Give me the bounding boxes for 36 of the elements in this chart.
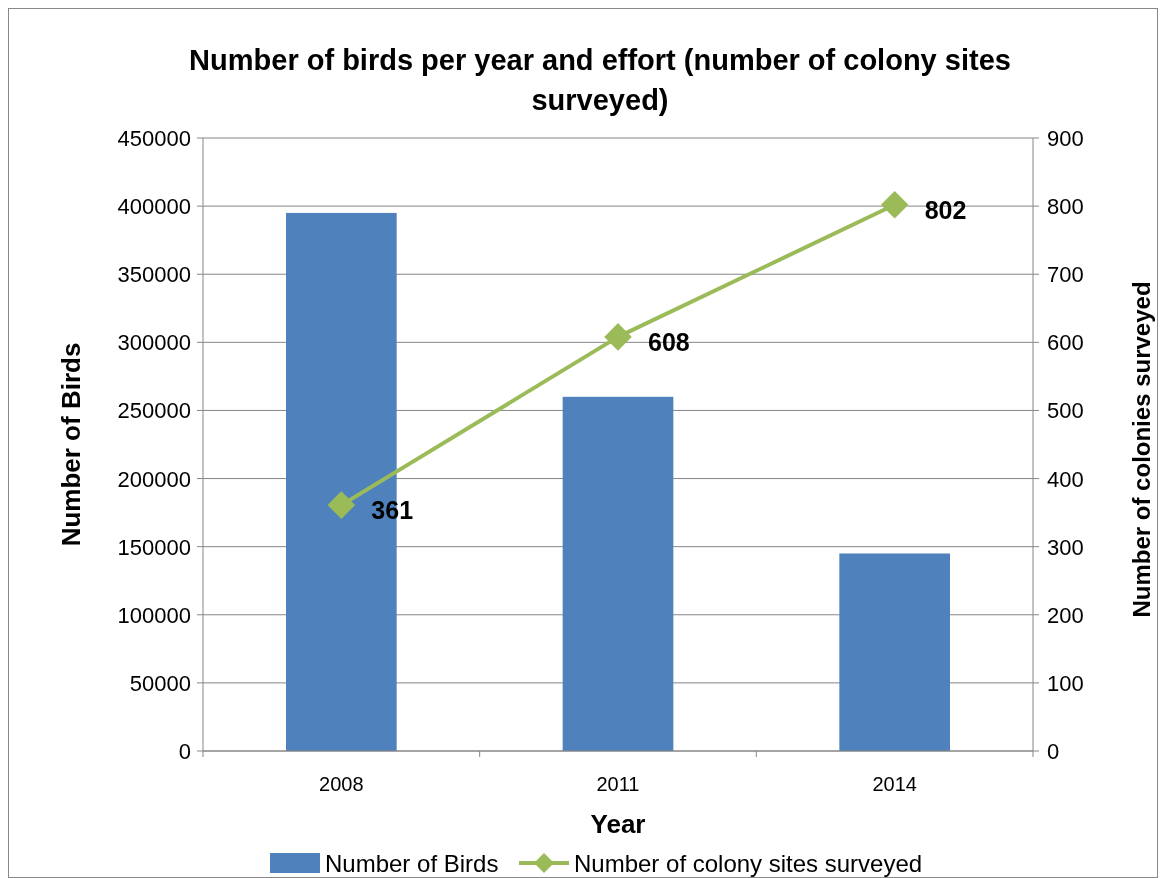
- point: [604, 323, 632, 351]
- y-tick-label: 200000: [117, 466, 191, 492]
- y-tick-label: 0: [178, 739, 191, 764]
- y2-tick-label: 400: [1047, 466, 1084, 492]
- x-tick-label: 2011: [596, 773, 640, 795]
- data-label: 802: [924, 195, 967, 224]
- x-tick-label: 2008: [319, 773, 364, 795]
- chart-title: Number of birds per year and effort (number of colony sites surveyed): [189, 44, 1011, 116]
- y2-tick-label: 0: [1047, 739, 1060, 764]
- y2-tick-label: 900: [1047, 126, 1084, 151]
- x-tick-label: 2014: [872, 773, 917, 795]
- legend-label: Number of Birds: [325, 850, 499, 877]
- y2-tick-label: 300: [1047, 534, 1084, 560]
- y2-tick-label: 100: [1047, 670, 1084, 696]
- x-axis-title: Year: [590, 809, 646, 839]
- data-label: 608: [648, 327, 690, 356]
- y2-tick-label: 500: [1047, 398, 1084, 424]
- y-tick-label: 400000: [117, 194, 191, 220]
- y-tick-label: 50000: [129, 670, 191, 696]
- legend-label: Number of colony sites surveyed: [574, 850, 923, 877]
- bar: [562, 396, 674, 751]
- y2-tick-label: 200: [1047, 602, 1084, 628]
- bar: [839, 553, 950, 751]
- y-tick-label: 300000: [117, 330, 191, 356]
- y-axis-title: Number of Birds: [56, 342, 86, 547]
- y-tick-label: 150000: [117, 534, 191, 560]
- y-tick-label: 450000: [117, 126, 191, 151]
- y2-tick-label: 600: [1047, 330, 1084, 356]
- y2-axis-title: Number of colonies surveyed: [1128, 281, 1155, 618]
- y-tick-label: 100000: [117, 602, 191, 628]
- y-tick-label: 350000: [117, 262, 191, 288]
- point: [327, 491, 356, 519]
- y2-tick-label: 700: [1047, 262, 1084, 288]
- point: [880, 190, 909, 219]
- y-tick-label: 250000: [117, 398, 191, 424]
- y2-tick-label: 800: [1047, 194, 1084, 220]
